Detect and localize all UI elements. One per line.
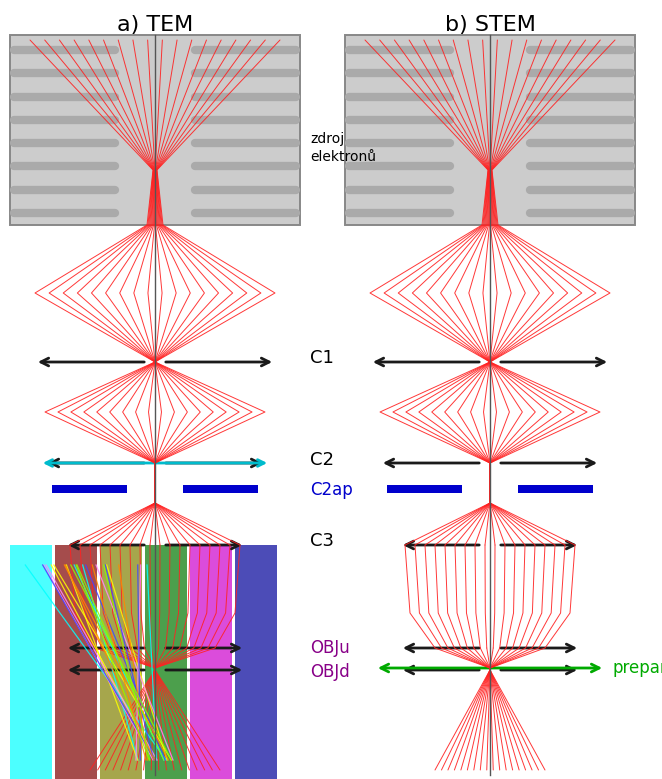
- Bar: [235, 545, 277, 779]
- Bar: [52, 485, 127, 493]
- Bar: [518, 485, 593, 493]
- Text: preparatát: preparatát: [613, 659, 662, 677]
- Bar: [10, 35, 300, 225]
- Text: C3: C3: [310, 532, 334, 550]
- Text: C1: C1: [310, 349, 334, 367]
- Text: OBJd: OBJd: [310, 663, 350, 681]
- Bar: [55, 545, 97, 779]
- Bar: [10, 545, 52, 779]
- Bar: [100, 545, 142, 779]
- Text: b) STEM: b) STEM: [445, 15, 536, 35]
- Bar: [190, 545, 232, 779]
- Text: a) TEM: a) TEM: [117, 15, 193, 35]
- Bar: [145, 545, 187, 779]
- Bar: [387, 485, 462, 493]
- Bar: [183, 485, 258, 493]
- Text: OBJu: OBJu: [310, 639, 350, 657]
- Text: C2: C2: [310, 451, 334, 469]
- Bar: [345, 35, 635, 225]
- Text: C2ap: C2ap: [310, 481, 353, 499]
- Text: zdroj
elektronů: zdroj elektronů: [310, 132, 376, 164]
